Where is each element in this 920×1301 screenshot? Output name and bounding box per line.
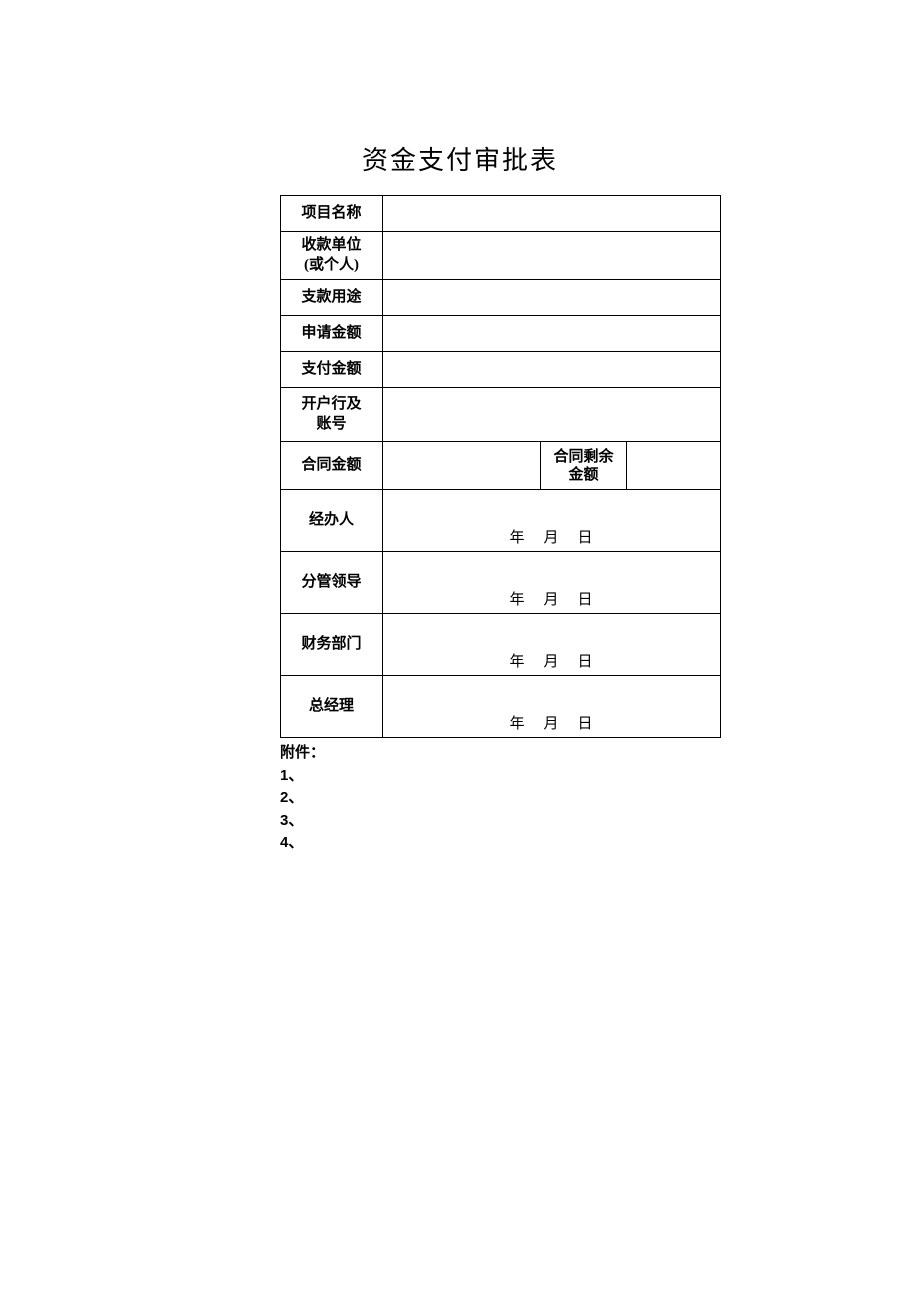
signature-gm[interactable]: 年月日 [383,676,721,738]
row-bank: 开户行及 账号 [281,388,721,442]
value-usage[interactable] [383,280,721,316]
label-payee: 收款单位 (或个人) [281,232,383,280]
value-contract-remain[interactable] [627,442,721,490]
value-contract-amount[interactable] [383,442,541,490]
row-contract: 合同金额 合同剩余 金额 [281,442,721,490]
row-payee: 收款单位 (或个人) [281,232,721,280]
date-finance: 年月日 [383,650,720,671]
date-handler: 年月日 [383,526,720,547]
row-finance: 财务部门 年月日 [281,614,721,676]
row-project-name: 项目名称 [281,196,721,232]
row-leader: 分管领导 年月日 [281,552,721,614]
attachment-item-3: 3、 [280,810,920,833]
row-apply-amount: 申请金额 [281,316,721,352]
value-bank[interactable] [383,388,721,442]
row-handler: 经办人 年月日 [281,490,721,552]
row-pay-amount: 支付金额 [281,352,721,388]
date-leader: 年月日 [383,588,720,609]
label-project-name: 项目名称 [281,196,383,232]
label-leader: 分管领导 [281,552,383,614]
label-finance: 财务部门 [281,614,383,676]
approval-form-table: 项目名称 收款单位 (或个人) 支款用途 申请金额 支付金额 开户行及 账号 合… [280,195,721,738]
signature-finance[interactable]: 年月日 [383,614,721,676]
label-usage: 支款用途 [281,280,383,316]
attachment-item-1: 1、 [280,765,920,788]
attachments-label: 附件： [280,742,920,765]
date-gm: 年月日 [383,712,720,733]
value-project-name[interactable] [383,196,721,232]
attachments-section: 附件： 1、 2、 3、 4、 [280,742,920,855]
label-bank: 开户行及 账号 [281,388,383,442]
value-pay-amount[interactable] [383,352,721,388]
label-gm: 总经理 [281,676,383,738]
value-payee[interactable] [383,232,721,280]
value-apply-amount[interactable] [383,316,721,352]
label-contract-amount: 合同金额 [281,442,383,490]
attachment-item-4: 4、 [280,832,920,855]
label-apply-amount: 申请金额 [281,316,383,352]
signature-handler[interactable]: 年月日 [383,490,721,552]
label-contract-remain: 合同剩余 金额 [541,442,627,490]
row-usage: 支款用途 [281,280,721,316]
attachment-item-2: 2、 [280,787,920,810]
label-handler: 经办人 [281,490,383,552]
signature-leader[interactable]: 年月日 [383,552,721,614]
label-pay-amount: 支付金额 [281,352,383,388]
row-gm: 总经理 年月日 [281,676,721,738]
page-title: 资金支付审批表 [0,0,920,195]
